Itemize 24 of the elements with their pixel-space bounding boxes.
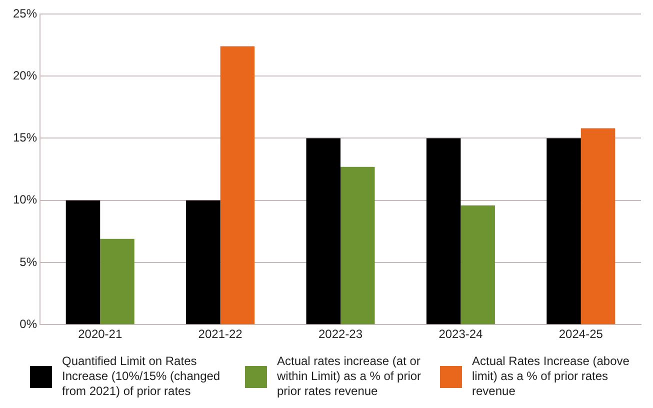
x-tick-label: 2022-23 [318,327,363,342]
legend-label: Actual rates increase (at or within Limit) as a % of prior prior rates revenue [277,354,422,399]
x-tick-label: 2024-25 [558,327,604,342]
y-tick-label: 10% [12,192,38,207]
y-tick-label: 25% [12,6,38,20]
legend-label: Quantified Limit on Rates Increase (10%/15% (changed from 2021) of prior rates [62,354,222,399]
bar [580,128,616,324]
x-tick-label: 2023-24 [438,327,484,342]
bar [186,200,220,324]
bar [460,205,495,324]
legend-label: Actual Rates Increase (above limit) as a % of prior rates revenue [472,354,630,399]
y-tick-label: 20% [12,68,38,82]
bar [66,200,100,324]
y-tick-label: 5% [20,254,38,269]
x-tick-label: 2020-21 [78,327,122,342]
y-tick-label: 15% [12,130,38,145]
bar [220,46,255,324]
bar [306,138,341,324]
bar [426,138,461,324]
bar [546,138,581,324]
y-tick-label: 0% [20,316,38,331]
x-tick-label: 2021-22 [198,327,243,342]
bar [100,238,134,324]
bar [340,166,375,324]
